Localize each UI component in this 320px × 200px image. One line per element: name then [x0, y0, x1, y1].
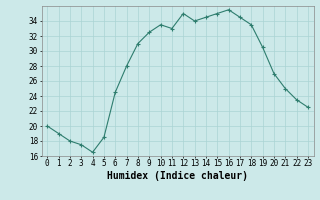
X-axis label: Humidex (Indice chaleur): Humidex (Indice chaleur): [107, 171, 248, 181]
